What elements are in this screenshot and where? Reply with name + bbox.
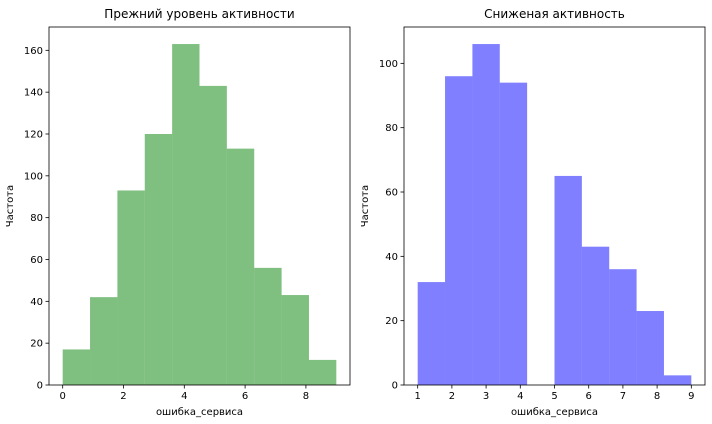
y-tick-label: 0 bbox=[392, 381, 398, 392]
histogram-bar bbox=[144, 133, 173, 385]
y-tick-label: 140 bbox=[24, 88, 43, 99]
histogram-bar bbox=[417, 282, 446, 385]
histogram-bar bbox=[445, 76, 473, 385]
x-tick-label: 7 bbox=[620, 391, 626, 402]
axes-right: 1 2 3 4 5 6 7 8 9 0 20 40 60 80 100 bbox=[379, 26, 706, 402]
x-tick-label: 1 bbox=[414, 391, 420, 402]
plot-frame bbox=[48, 26, 351, 386]
histogram-bar bbox=[254, 267, 282, 385]
x-tick-label: 8 bbox=[303, 391, 309, 402]
x-tick-label: 4 bbox=[517, 391, 523, 402]
y-tick-label: 20 bbox=[30, 339, 43, 350]
histogram-bar bbox=[636, 311, 664, 385]
histogram-bar bbox=[308, 359, 337, 385]
chart-panel-right: 1 2 3 4 5 6 7 8 9 0 20 40 60 80 100 Сниженая активност… bbox=[360, 7, 706, 418]
y-tick-label: 40 bbox=[30, 297, 43, 308]
histogram-bar bbox=[609, 269, 637, 385]
histogram-bar bbox=[663, 375, 692, 385]
histogram-bar bbox=[172, 44, 200, 386]
x-tick-label: 2 bbox=[449, 391, 455, 402]
y-tick-label: 20 bbox=[385, 316, 398, 327]
x-tick-label: 8 bbox=[654, 391, 660, 402]
x-axis-label-left: ошибка_сервиса bbox=[156, 407, 243, 418]
histogram-bar bbox=[554, 175, 582, 385]
bars-right bbox=[417, 44, 692, 386]
y-tick-label: 120 bbox=[24, 129, 43, 140]
x-tick-label: 3 bbox=[483, 391, 489, 402]
chart-title-right: Сниженая активность bbox=[484, 7, 625, 21]
y-tick-label: 80 bbox=[385, 123, 398, 134]
x-tick-label: 6 bbox=[586, 391, 592, 402]
x-tick-label: 0 bbox=[59, 391, 65, 402]
y-axis-label-right: Частота bbox=[360, 185, 371, 227]
y-tick-label: 160 bbox=[24, 46, 43, 57]
histogram-bar bbox=[90, 297, 118, 385]
y-tick-label: 100 bbox=[24, 171, 43, 182]
y-tick-label: 40 bbox=[385, 252, 398, 263]
histogram-bar bbox=[199, 85, 227, 386]
histogram-bar bbox=[581, 246, 610, 385]
x-tick-label: 6 bbox=[242, 391, 248, 402]
histogram-bar bbox=[499, 82, 528, 386]
histogram-bar bbox=[62, 349, 91, 385]
x-tick-label: 5 bbox=[551, 391, 557, 402]
histogram-bar bbox=[281, 295, 309, 385]
x-tick-label: 2 bbox=[120, 391, 126, 402]
histogram-bar bbox=[472, 44, 500, 386]
x-tick-label: 9 bbox=[688, 391, 694, 402]
histogram-bar bbox=[226, 148, 255, 385]
y-tick-label: 100 bbox=[379, 59, 398, 70]
bars-left bbox=[62, 44, 337, 386]
y-tick-label: 80 bbox=[30, 213, 43, 224]
y-axis-label-left: Частота bbox=[5, 185, 16, 227]
y-tick-label: 0 bbox=[37, 381, 43, 392]
histogram-bar bbox=[117, 190, 145, 385]
x-tick-label: 4 bbox=[181, 391, 187, 402]
chart-title-left: Прежний уровень активности bbox=[104, 7, 294, 21]
y-tick-label: 60 bbox=[30, 255, 43, 266]
x-axis-label-right: ошибка_сервиса bbox=[511, 407, 598, 418]
y-tick-label: 60 bbox=[385, 188, 398, 199]
